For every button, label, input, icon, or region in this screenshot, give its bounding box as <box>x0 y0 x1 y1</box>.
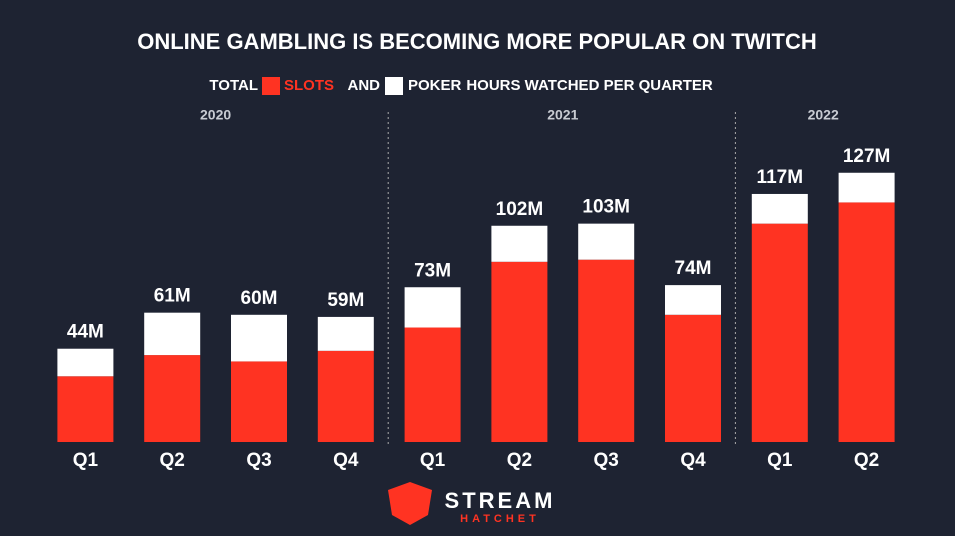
bar-segment <box>317 316 374 351</box>
bar-segment <box>665 314 721 442</box>
value-label: 103M <box>582 197 630 218</box>
bar-segment <box>838 172 895 203</box>
bar-segment <box>144 312 201 356</box>
x-tick-label: Q1 <box>73 450 99 471</box>
value-label: 59M <box>327 290 364 311</box>
value-label: 117M <box>757 167 803 188</box>
x-tick-label: Q4 <box>680 450 706 471</box>
value-label: 127M <box>843 146 891 167</box>
bar-segment <box>231 361 287 442</box>
legend-swatch <box>385 77 403 95</box>
chart-title: ONLINE GAMBLING IS BECOMING MORE POPULAR… <box>137 29 817 54</box>
bar-segment <box>231 314 287 362</box>
bar-segment <box>751 223 808 442</box>
bar-segment <box>491 225 548 262</box>
value-label: 44M <box>67 322 104 343</box>
bar-segment <box>665 285 721 315</box>
subtitle-suffix: HOURS WATCHED PER QUARTER <box>466 77 713 94</box>
bar-segment <box>57 376 114 442</box>
bar-segment <box>404 287 461 328</box>
value-label: 61M <box>154 286 191 307</box>
brand-line2: HATCHET <box>460 513 540 525</box>
x-tick-label: Q2 <box>854 450 879 471</box>
logo-shield <box>388 482 432 525</box>
bar-segment <box>317 350 374 442</box>
bar-segment <box>404 327 461 442</box>
x-tick-label: Q2 <box>160 450 185 471</box>
x-tick-label: Q4 <box>333 450 359 471</box>
subtitle-prefix: TOTAL <box>209 77 258 94</box>
bar-segment <box>144 355 201 442</box>
group-label: 2020 <box>200 107 231 123</box>
x-tick-label: Q3 <box>246 450 271 471</box>
value-label: 73M <box>414 260 451 281</box>
legend-label: SLOTS <box>284 77 334 94</box>
subtitle-joiner: AND <box>348 77 381 94</box>
x-tick-label: Q1 <box>420 450 446 471</box>
group-label: 2021 <box>547 107 578 123</box>
bar-segment <box>838 202 895 442</box>
legend-swatch <box>262 77 280 95</box>
value-label: 74M <box>675 258 712 279</box>
bar-segment <box>57 348 114 377</box>
x-tick-label: Q3 <box>594 450 619 471</box>
value-label: 102M <box>496 199 544 220</box>
value-label: 60M <box>241 288 278 309</box>
group-label: 2022 <box>808 107 839 123</box>
bar-segment <box>751 193 808 224</box>
logo: STREAM HATCHET <box>388 482 556 525</box>
brand-line1: STREAM <box>445 488 556 513</box>
x-tick-label: Q1 <box>767 450 793 471</box>
legend-label: POKER <box>408 77 462 94</box>
bar-segment <box>578 259 635 442</box>
bar-segment <box>578 223 635 260</box>
bar-segment <box>491 261 548 442</box>
x-tick-label: Q2 <box>507 450 532 471</box>
